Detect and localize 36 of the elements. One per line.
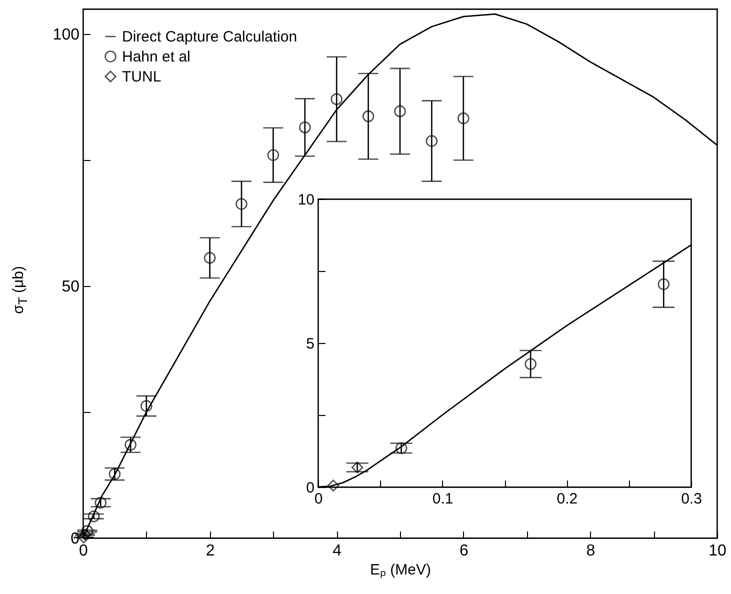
x-axis-title: Eₚ (MeV) [370, 562, 432, 578]
point [426, 135, 438, 147]
legend-label: Hahn et al [122, 48, 190, 66]
x-tick-label: 0.3 [681, 490, 702, 508]
point [327, 480, 340, 492]
y-tick-label: 10 [298, 192, 314, 208]
x-tick-label: 8 [586, 542, 596, 560]
point [524, 358, 537, 370]
y-tick-label: 100 [52, 26, 80, 44]
point [330, 93, 342, 106]
point [267, 149, 280, 161]
point [351, 462, 364, 474]
point [108, 468, 121, 480]
point [395, 442, 408, 454]
point [124, 438, 136, 451]
point [88, 510, 100, 522]
x-tick-label: 2 [206, 542, 215, 560]
point [140, 400, 152, 412]
point [236, 198, 248, 210]
x-tick-label: 0.2 [556, 490, 578, 508]
point [658, 278, 670, 290]
legend-label: Direct Capture Calculation [122, 28, 298, 46]
point [299, 122, 311, 134]
y-tick-label: 5 [306, 336, 314, 352]
y-tick-label: 0 [306, 480, 314, 496]
point [204, 252, 216, 264]
x-tick-label: 10 [708, 542, 726, 560]
x-tick-label: 4 [332, 542, 342, 560]
point [362, 110, 374, 122]
point [458, 112, 470, 124]
y-tick-label: 50 [62, 278, 80, 296]
x-tick-label: 6 [459, 542, 468, 560]
point [394, 105, 406, 118]
legend-label: TUNL [122, 68, 162, 86]
point [94, 496, 107, 509]
x-tick-label: 0.1 [432, 490, 454, 508]
